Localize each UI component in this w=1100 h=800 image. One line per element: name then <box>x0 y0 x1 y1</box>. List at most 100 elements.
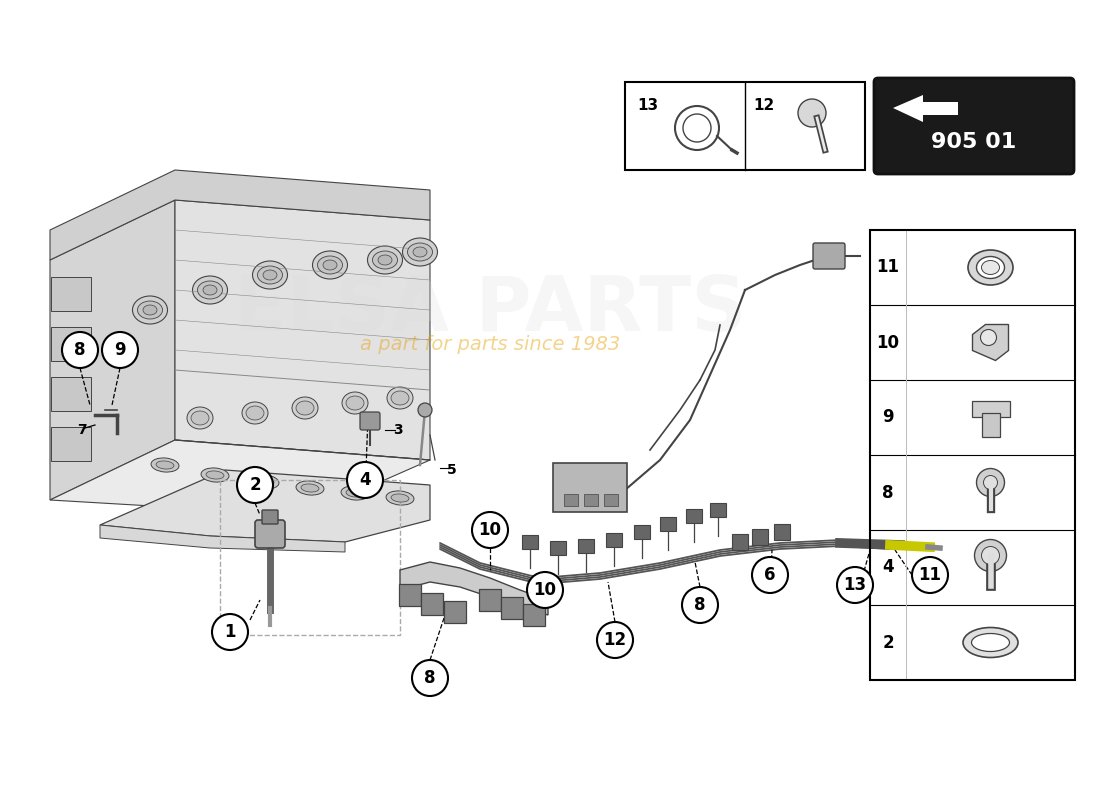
FancyBboxPatch shape <box>606 533 621 547</box>
Polygon shape <box>972 325 1009 361</box>
Ellipse shape <box>981 261 1000 274</box>
Text: 13: 13 <box>844 576 867 594</box>
Ellipse shape <box>201 468 229 482</box>
Ellipse shape <box>367 246 403 274</box>
Ellipse shape <box>296 401 314 415</box>
Ellipse shape <box>204 285 217 295</box>
FancyBboxPatch shape <box>578 539 594 553</box>
Ellipse shape <box>962 627 1018 658</box>
Ellipse shape <box>387 387 412 409</box>
Ellipse shape <box>156 461 174 469</box>
Text: 10: 10 <box>877 334 900 351</box>
Ellipse shape <box>390 494 409 502</box>
Ellipse shape <box>257 266 283 284</box>
Circle shape <box>212 614 248 650</box>
FancyBboxPatch shape <box>710 503 726 517</box>
FancyBboxPatch shape <box>584 494 598 506</box>
Circle shape <box>798 99 826 127</box>
Circle shape <box>837 567 873 603</box>
FancyBboxPatch shape <box>971 401 1010 417</box>
Circle shape <box>981 546 1000 565</box>
Ellipse shape <box>296 481 324 495</box>
FancyBboxPatch shape <box>262 510 278 524</box>
Text: 5: 5 <box>447 463 456 477</box>
Text: 8: 8 <box>425 669 436 687</box>
Text: 9: 9 <box>114 341 125 359</box>
Circle shape <box>527 572 563 608</box>
FancyBboxPatch shape <box>564 494 578 506</box>
Ellipse shape <box>187 407 213 429</box>
Ellipse shape <box>242 402 268 424</box>
Ellipse shape <box>971 634 1010 651</box>
Ellipse shape <box>253 261 287 289</box>
Text: ELSA PARTS: ELSA PARTS <box>234 273 746 347</box>
Text: 905 01: 905 01 <box>932 132 1016 152</box>
Ellipse shape <box>191 411 209 425</box>
FancyBboxPatch shape <box>874 78 1074 174</box>
Ellipse shape <box>386 491 414 505</box>
FancyBboxPatch shape <box>813 243 845 269</box>
Text: 8: 8 <box>882 483 893 502</box>
Text: 2: 2 <box>250 476 261 494</box>
Ellipse shape <box>323 260 337 270</box>
Ellipse shape <box>138 301 163 319</box>
Text: 11: 11 <box>918 566 942 584</box>
Circle shape <box>980 330 997 346</box>
Ellipse shape <box>132 296 167 324</box>
Ellipse shape <box>407 243 432 261</box>
Ellipse shape <box>412 247 427 257</box>
FancyBboxPatch shape <box>732 534 748 550</box>
Polygon shape <box>100 470 430 542</box>
Polygon shape <box>50 170 430 260</box>
Text: a part for parts since 1983: a part for parts since 1983 <box>360 335 620 354</box>
FancyBboxPatch shape <box>255 520 285 548</box>
Circle shape <box>597 622 632 658</box>
Circle shape <box>977 469 1004 497</box>
Text: 8: 8 <box>694 596 706 614</box>
Ellipse shape <box>151 458 179 472</box>
Text: 13: 13 <box>637 98 658 113</box>
FancyBboxPatch shape <box>51 327 91 361</box>
FancyBboxPatch shape <box>421 593 443 615</box>
FancyBboxPatch shape <box>553 463 627 512</box>
Ellipse shape <box>246 406 264 420</box>
Ellipse shape <box>251 475 279 489</box>
Ellipse shape <box>346 396 364 410</box>
Text: 4: 4 <box>882 558 894 577</box>
FancyBboxPatch shape <box>686 509 702 523</box>
Text: 12: 12 <box>754 98 774 113</box>
FancyBboxPatch shape <box>500 597 522 619</box>
Ellipse shape <box>346 489 364 497</box>
Ellipse shape <box>390 391 409 405</box>
Ellipse shape <box>378 255 392 265</box>
Text: 6: 6 <box>764 566 776 584</box>
FancyBboxPatch shape <box>634 525 650 539</box>
FancyBboxPatch shape <box>752 529 768 545</box>
Circle shape <box>752 557 788 593</box>
FancyBboxPatch shape <box>51 427 91 461</box>
FancyBboxPatch shape <box>360 412 379 430</box>
Ellipse shape <box>206 471 224 479</box>
Circle shape <box>472 512 508 548</box>
Ellipse shape <box>403 238 438 266</box>
FancyBboxPatch shape <box>550 541 566 555</box>
FancyBboxPatch shape <box>604 494 618 506</box>
Circle shape <box>346 462 383 498</box>
FancyBboxPatch shape <box>399 584 421 606</box>
Circle shape <box>412 660 448 696</box>
Ellipse shape <box>968 250 1013 285</box>
FancyBboxPatch shape <box>522 604 544 626</box>
Ellipse shape <box>373 251 397 269</box>
Text: 11: 11 <box>877 258 900 277</box>
Text: 1: 1 <box>224 623 235 641</box>
Text: 7: 7 <box>77 423 87 437</box>
Ellipse shape <box>263 270 277 280</box>
Ellipse shape <box>143 305 157 315</box>
Ellipse shape <box>312 251 348 279</box>
Text: 12: 12 <box>604 631 627 649</box>
Text: 10: 10 <box>534 581 557 599</box>
FancyBboxPatch shape <box>522 535 538 549</box>
Polygon shape <box>400 562 548 615</box>
FancyBboxPatch shape <box>774 524 790 540</box>
Polygon shape <box>175 200 430 460</box>
